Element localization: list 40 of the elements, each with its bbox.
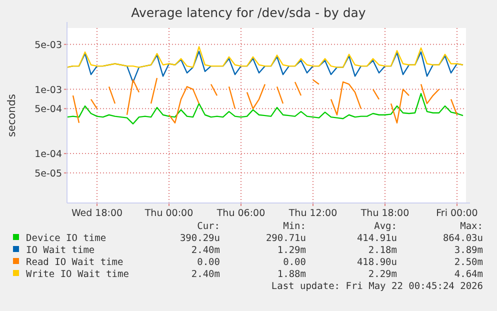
text: 2.40m xyxy=(191,269,220,280)
text: 3.89m xyxy=(454,245,484,256)
text: 0.00 xyxy=(197,257,220,268)
text: 414.91u xyxy=(356,233,397,244)
text: 2.50m xyxy=(454,257,484,268)
text: 418.90u xyxy=(356,257,397,268)
text: 864.03u xyxy=(442,233,483,244)
chart-title: Average latency for /dev/sda - by day xyxy=(131,5,366,20)
x-tick-label: Fri 00:00 xyxy=(436,208,478,219)
text: 4.64m xyxy=(454,269,484,280)
text: Max: xyxy=(460,221,483,232)
legend-label: Device IO time xyxy=(26,233,106,244)
legend-label: IO Wait time xyxy=(26,245,95,256)
text: Min: xyxy=(283,221,306,232)
x-tick-label: Thu 12:00 xyxy=(288,208,338,219)
text: Avg: xyxy=(374,221,397,232)
line-series xyxy=(66,92,464,124)
line-series xyxy=(66,46,464,68)
x-tick-label: Thu 18:00 xyxy=(360,208,410,219)
y-tick-label: 1e-03 xyxy=(34,84,62,96)
y-tick-label: 5e-04 xyxy=(34,104,62,116)
text: Last update: Fri May 22 00:45:24 2026 xyxy=(271,281,484,292)
legend-label: Read IO Wait time xyxy=(26,257,124,268)
y-tick-label: 1e-04 xyxy=(34,149,62,160)
text: Cur: xyxy=(197,221,220,232)
text: 2.18m xyxy=(368,245,398,256)
x-tick-label: Thu 00:00 xyxy=(144,208,194,219)
legend-label: Write IO Wait time xyxy=(26,269,130,280)
text: 2.40m xyxy=(191,245,220,256)
x-tick-label: Wed 18:00 xyxy=(71,208,123,219)
text: 1.88m xyxy=(277,269,306,280)
y-axis-title: seconds xyxy=(6,94,18,137)
text: 290.71u xyxy=(266,233,306,244)
text: 2.29m xyxy=(368,269,398,280)
y-tick-label: 5e-05 xyxy=(34,168,62,180)
y-tick-label: 5e-03 xyxy=(34,40,62,51)
x-tick-label: Thu 06:00 xyxy=(216,208,266,219)
text: 0.00 xyxy=(283,257,306,268)
text: 390.29u xyxy=(180,233,220,244)
text: 1.29m xyxy=(277,245,306,256)
